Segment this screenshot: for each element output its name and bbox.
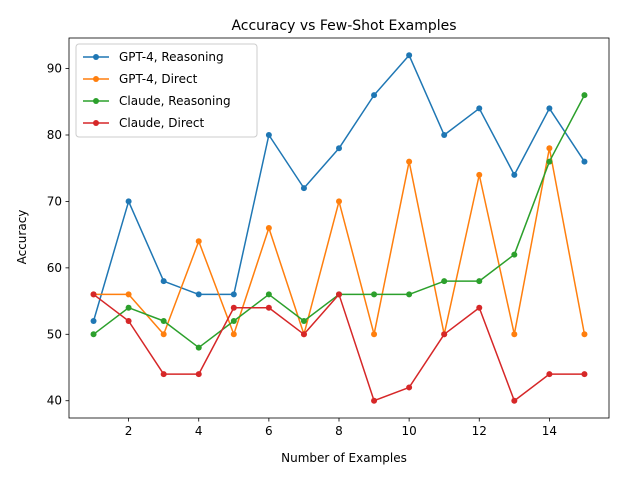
series-0-point (371, 92, 378, 99)
series-0-point (406, 52, 413, 59)
series-0-point (300, 185, 307, 192)
x-tick-label: 12 (472, 424, 487, 438)
series-0-point (230, 291, 237, 298)
series-2-point (90, 331, 97, 338)
series-3-point (160, 371, 167, 378)
series-1-point (195, 238, 202, 245)
series-0-point (511, 171, 518, 178)
series-1-point (581, 331, 588, 338)
series-2-point (406, 291, 413, 298)
series-2-point (371, 291, 378, 298)
series-1-point (406, 158, 413, 165)
series-2-point (300, 318, 307, 325)
legend-label-2: Claude, Reasoning (119, 94, 231, 108)
y-axis-label: Accuracy (15, 210, 29, 265)
series-3-point (90, 291, 97, 298)
series-0-point (90, 318, 97, 325)
legend-label-3: Claude, Direct (119, 116, 205, 130)
series-2-point (546, 158, 553, 165)
series-2-point (511, 251, 518, 258)
series-3-point (581, 371, 588, 378)
x-axis-label: Number of Examples (281, 451, 407, 465)
legend-box (75, 43, 258, 138)
y-tick-label: 70 (47, 194, 62, 208)
series-0-point (265, 131, 272, 138)
x-tick-label: 10 (401, 424, 416, 438)
legend-label-0: GPT-4, Reasoning (119, 50, 224, 64)
series-2-point (441, 278, 448, 285)
series-1-point (160, 331, 167, 338)
x-tick-label: 14 (542, 424, 557, 438)
series-2-point (125, 304, 132, 311)
series-2-point (265, 291, 272, 298)
series-3-point (546, 371, 553, 378)
series-3-point (336, 291, 342, 298)
series-0-point (441, 131, 448, 138)
x-tick-label: 2 (125, 424, 133, 438)
series-1-point (371, 331, 378, 338)
x-tick-label: 4 (195, 424, 203, 438)
x-tick-label: 8 (335, 424, 343, 438)
legend: GPT-4, Reasoning GPT-4, Direct Claude, Rea… (75, 43, 258, 138)
series-2-point (581, 92, 588, 99)
series-3-point (195, 371, 202, 378)
y-tick-label: 50 (47, 327, 62, 341)
x-tick-label: 6 (265, 424, 273, 438)
series-0-point (195, 291, 202, 298)
series-3-point (265, 304, 272, 311)
legend-marker-0 (93, 54, 99, 60)
axes: 2 4 6 8 10 12 14 40 50 60 70 80 90 (47, 37, 610, 438)
series-3-point (125, 318, 132, 325)
series-3-point (230, 304, 237, 311)
series-2-point (195, 344, 202, 351)
series-3-point (406, 384, 413, 391)
series-3-point (441, 331, 448, 338)
series-3-point (476, 304, 483, 311)
series-1-point (336, 198, 342, 205)
series-1-point (511, 331, 518, 338)
series-2-point (476, 278, 483, 285)
y-tick-label: 40 (47, 394, 62, 408)
series-3-point (371, 397, 378, 404)
series-1-point (265, 225, 272, 231)
series-0-point (160, 278, 167, 285)
legend-marker-2 (93, 98, 99, 104)
series-0-point (125, 198, 132, 205)
series-0-point (546, 105, 553, 112)
series-2-point (230, 318, 237, 325)
series-1-point (230, 331, 237, 338)
series-0-point (476, 105, 483, 112)
legend-label-1: GPT-4, Direct (119, 72, 198, 86)
series-1-point (476, 171, 483, 178)
series-2-point (160, 318, 167, 325)
series-0-point (581, 158, 588, 165)
legend-marker-1 (93, 76, 99, 82)
series-1-point (125, 291, 132, 298)
series-0-point (336, 145, 342, 152)
series-3-point (300, 331, 307, 338)
chart-title: Accuracy vs Few-Shot Examples (231, 18, 456, 34)
series-3-point (511, 397, 518, 404)
plot-area (90, 52, 588, 404)
series-1-point (546, 145, 553, 152)
y-tick-label: 80 (47, 128, 62, 142)
y-tick-label: 60 (47, 261, 62, 275)
y-tick-label: 90 (47, 62, 62, 76)
legend-marker-3 (93, 120, 99, 126)
